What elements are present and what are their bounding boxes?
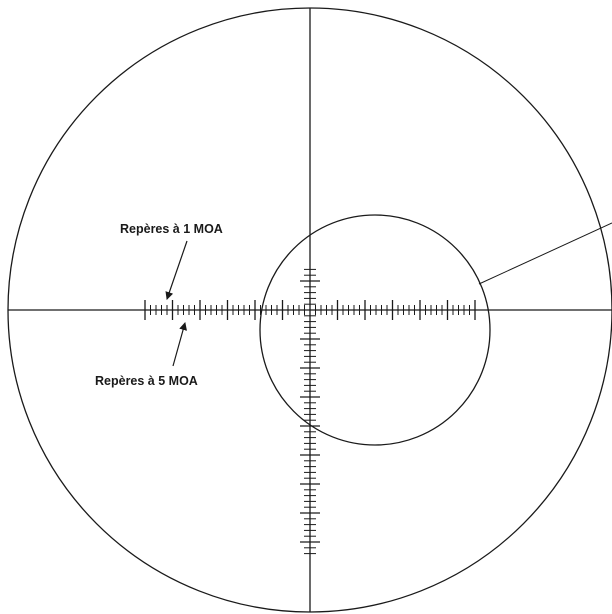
label-1-moa-marks: Repères à 1 MOA: [120, 222, 223, 236]
horizontal-ticks: [144, 300, 476, 320]
arrow-5-moa: [172, 322, 187, 367]
arrow-1-moa: [165, 240, 188, 300]
label-5-moa-marks: Repères à 5 MOA: [95, 374, 198, 388]
callout-leader-line: [478, 222, 612, 285]
detail-circle: [259, 214, 491, 446]
vertical-ticks: [300, 268, 320, 555]
